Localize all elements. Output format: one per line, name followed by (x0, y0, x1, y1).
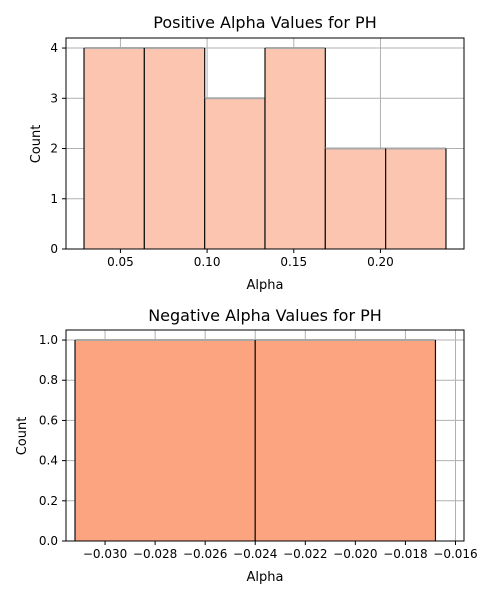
chart-title: Negative Alpha Values for PH (148, 306, 382, 325)
y-ticks: 0.0 0.2 0.4 0.6 0.8 1.0 (39, 333, 66, 548)
histogram-bar (255, 340, 436, 541)
x-tick-label: −0.026 (183, 547, 227, 561)
y-tick-label: 1 (50, 192, 58, 206)
x-tick-label: −0.018 (383, 547, 427, 561)
histogram-bar (84, 48, 145, 249)
histogram-bar (204, 98, 265, 250)
histogram-bar (265, 48, 326, 249)
y-tick-label: 4 (50, 41, 58, 55)
x-tick-label: 0.10 (194, 255, 221, 269)
y-ticks: 0 1 2 3 4 (50, 41, 66, 256)
chart-title: Positive Alpha Values for PH (153, 13, 376, 32)
plot-frame (65, 37, 465, 250)
y-tick-label: 0 (50, 242, 58, 256)
x-ticks: −0.030 −0.028 −0.026 −0.024 −0.022 −0.020 −0.0… (83, 541, 478, 561)
histogram-bar (75, 340, 256, 541)
y-tick-label: 1.0 (39, 333, 58, 347)
x-axis-label: Alpha (247, 570, 284, 585)
y-tick-label: 3 (50, 91, 58, 105)
bars (83, 47, 447, 250)
histogram-bar (325, 148, 386, 249)
x-ticks: 0.05 0.10 0.15 0.20 (107, 249, 394, 269)
chart-positive-alpha: Positive Alpha Values for PH 0.05 0.10 0.1… (29, 13, 465, 293)
y-tick-label: 0.6 (39, 413, 58, 427)
histogram-bar (144, 48, 205, 249)
y-tick-label: 0.8 (39, 373, 58, 387)
x-tick-label: −0.030 (83, 547, 127, 561)
x-tick-label: 0.05 (107, 255, 134, 269)
y-tick-label: 2 (50, 142, 58, 156)
chart-negative-alpha: Negative Alpha Values for PH −0.030 −0.02… (15, 306, 478, 585)
histogram-bar (385, 148, 446, 249)
y-axis-label: Count (15, 417, 30, 456)
y-tick-label: 0.4 (39, 454, 58, 468)
bars (74, 339, 437, 541)
y-axis-label: Count (29, 125, 44, 164)
x-tick-label: −0.024 (233, 547, 277, 561)
x-tick-label: −0.028 (133, 547, 177, 561)
x-axis-label: Alpha (247, 278, 284, 293)
x-tick-label: −0.020 (333, 547, 377, 561)
plot-frame (65, 329, 465, 542)
x-tick-label: −0.022 (283, 547, 327, 561)
x-tick-label: 0.20 (367, 255, 394, 269)
x-tick-label: −0.016 (433, 547, 477, 561)
x-tick-label: 0.15 (280, 255, 307, 269)
y-tick-label: 0.2 (39, 494, 58, 508)
y-tick-label: 0.0 (39, 534, 58, 548)
